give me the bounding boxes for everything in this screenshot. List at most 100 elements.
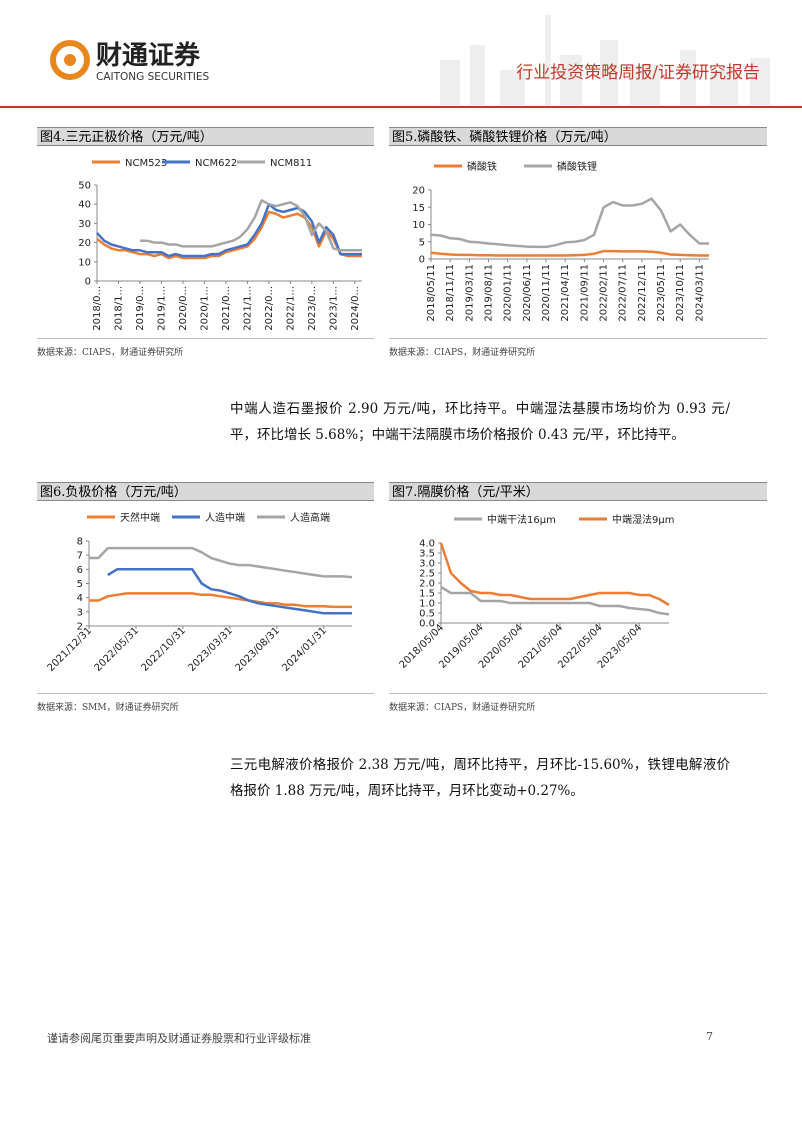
x-tick-label: 2022/1... <box>285 286 296 331</box>
x-tick-label: 2021/0... <box>221 286 232 331</box>
y-tick-label: 30 <box>78 219 91 230</box>
x-tick-label: 2021/12/31 <box>46 625 95 674</box>
y-tick-label: 0.0 <box>419 619 435 630</box>
chart: 0 5 10 15 20 2018/05/11 2018/11/11 2019/03/11 20… <box>412 160 709 322</box>
series-line <box>96 210 362 260</box>
logo-dot <box>64 54 76 66</box>
y-tick-label: 10 <box>78 257 91 268</box>
series-line <box>107 568 352 615</box>
y-tick-label: 3.5 <box>419 549 435 560</box>
x-tick-label: 2019/1... <box>156 286 167 331</box>
chart: 23456782021/12/312022/05/312022/10/31202… <box>46 511 353 674</box>
y-tick-label: 6 <box>77 565 83 576</box>
x-tick-label: 2024/0... <box>350 286 361 331</box>
y-tick-label: 2 <box>77 622 83 633</box>
x-tick-label: 2023/0... <box>307 286 318 331</box>
y-tick-label: 20 <box>412 186 425 197</box>
x-tick-label: 2020/0... <box>178 286 189 331</box>
x-tick-label: 2023/1... <box>328 286 339 331</box>
x-tick-label: 2021/1... <box>242 286 253 331</box>
x-tick-label: 2023/10/11 <box>675 264 686 322</box>
figure-title: 图4.三元正极价格（万元/吨） <box>37 127 374 146</box>
y-tick-label: 2.0 <box>419 579 435 590</box>
y-tick-label: 4.0 <box>419 539 435 550</box>
x-tick-label: 2018/11/11 <box>445 264 456 322</box>
y-tick-label: 3 <box>77 607 83 618</box>
series-line <box>440 585 670 616</box>
x-tick-label: 2019/03/11 <box>464 264 475 322</box>
y-tick-label: 0 <box>85 277 91 288</box>
legend-label: NCM622 <box>195 158 237 169</box>
x-tick-label: 2019/0... <box>135 286 146 331</box>
y-tick-label: 40 <box>78 200 91 211</box>
y-tick-label: 3.0 <box>419 559 435 570</box>
company: 财通证券 <box>96 41 201 71</box>
series-line <box>430 197 709 249</box>
series-line <box>96 202 362 258</box>
x-tick-label: 2022/0... <box>264 286 275 331</box>
legend-label: NCM523 <box>125 158 167 169</box>
report-type: 行业投资策略周报/证券研究报告 <box>516 63 760 83</box>
y-tick-label: 50 <box>78 181 91 192</box>
x-tick-label: 2024/01/31 <box>280 625 329 674</box>
x-tick-label: 2023/05/11 <box>656 264 667 322</box>
x-tick-label: 2022/10/31 <box>140 625 189 674</box>
x-tick-label: 2018/0... <box>92 286 103 331</box>
figure-source: 数据来源：CIAPS，财通证券研究所 <box>389 338 767 358</box>
y-tick-label: 5 <box>419 237 425 248</box>
chart: 0 10 20 30 40 50 2018/0... 2018/1... 2019/0... 20… <box>78 158 362 331</box>
logo <box>50 40 90 80</box>
legend-label: NCM811 <box>270 158 312 169</box>
x-tick-label: 2018/05/11 <box>426 264 437 322</box>
x-tick-label: 2020/01/11 <box>503 264 514 322</box>
x-tick-label: 2021/04/11 <box>560 264 571 322</box>
legend-label: 磷酸铁 <box>467 160 497 173</box>
x-tick-label: 2023/08/31 <box>233 625 282 674</box>
series-line <box>140 199 362 252</box>
header: 财通证券 CAITONG SECURITIES 行业投资策略周报/证券研究报告 <box>0 15 802 108</box>
y-tick-label: 0.5 <box>419 609 435 620</box>
y-tick-label: 1.5 <box>419 589 435 600</box>
x-tick-label: 2022/05/31 <box>93 625 142 674</box>
paragraph: 中端人造石墨报价 2.90 万元/吨，环比持平。中端湿法基膜市场均价为 0.93… <box>230 401 730 443</box>
series-line <box>89 592 352 609</box>
skyline <box>440 15 770 105</box>
figure-source: 数据来源：CIAPS，财通证券研究所 <box>37 338 374 358</box>
chart: 0.00.51.01.52.02.53.03.54.02018/05/04201… <box>398 513 675 671</box>
y-tick-label: 20 <box>78 238 91 249</box>
figure-title: 图5.磷酸铁、磷酸铁锂价格（万元/吨） <box>389 127 767 146</box>
y-tick-label: 2.5 <box>419 569 435 580</box>
page-number: 7 <box>706 1030 713 1043</box>
legend-label: 天然中端 <box>120 511 160 524</box>
figure-source: 数据来源：SMM，财通证券研究所 <box>37 693 374 713</box>
figure-source: 数据来源：CIAPS，财通证券研究所 <box>389 693 767 713</box>
y-tick-label: 7 <box>77 551 83 562</box>
series-line <box>89 546 353 579</box>
x-tick-label: 2019/08/11 <box>484 264 495 322</box>
x-tick-label: 2022/07/11 <box>618 264 629 322</box>
x-tick-label: 2022/12/11 <box>637 264 648 322</box>
figure-title: 图6.负极价格（万元/吨） <box>37 482 374 501</box>
x-tick-label: 2022/02/11 <box>599 264 610 322</box>
company-en: CAITONG SECURITIES <box>96 71 209 83</box>
legend-label: 中端干法16μm <box>487 513 556 526</box>
x-tick-label: 2020/11/11 <box>541 264 552 322</box>
legend-label: 中端湿法9μm <box>612 513 674 526</box>
y-tick-label: 1.0 <box>419 599 435 610</box>
y-tick-label: 10 <box>412 220 425 231</box>
x-tick-label: 2020/1... <box>199 286 210 331</box>
figure-title: 图7.隔膜价格（元/平米） <box>389 482 767 501</box>
x-tick-label: 2023/03/31 <box>186 625 235 674</box>
y-tick-label: 15 <box>412 203 425 214</box>
footer-disclaimer: 谨请参阅尾页重要声明及财通证券股票和行业评级标准 <box>47 1032 311 1045</box>
legend-label: 人造中端 <box>205 511 245 524</box>
x-tick-label: 2018/1... <box>113 286 124 331</box>
series-line <box>439 542 670 607</box>
paragraph: 三元电解液价格报价 2.38 万元/吨，周环比持平，月环比-15.60%，铁锂电… <box>230 757 730 799</box>
y-tick-label: 0 <box>419 255 425 266</box>
x-tick-label: 2020/06/11 <box>522 264 533 322</box>
y-tick-label: 8 <box>77 537 83 548</box>
legend-label: 磷酸铁锂 <box>557 160 597 173</box>
series-line <box>430 249 709 257</box>
